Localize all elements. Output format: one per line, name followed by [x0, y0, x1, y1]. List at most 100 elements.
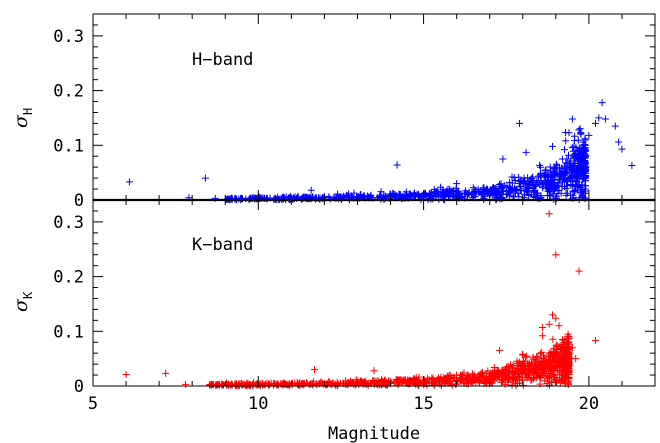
data-point — [342, 377, 350, 385]
data-point — [559, 343, 567, 351]
data-point — [519, 381, 527, 389]
x-tick-label: 10 — [248, 394, 268, 414]
data-point — [392, 192, 400, 200]
data-point — [551, 169, 559, 177]
data-point — [546, 188, 554, 196]
data-point — [449, 192, 457, 200]
data-point — [476, 188, 484, 196]
data-point — [553, 342, 561, 350]
data-point — [565, 151, 572, 159]
data-point — [549, 352, 557, 360]
data-point — [342, 191, 350, 199]
data-point — [402, 378, 410, 386]
data-point — [446, 371, 454, 379]
data-point — [581, 136, 589, 144]
data-point — [557, 189, 565, 197]
data-point — [555, 171, 563, 179]
data-point — [533, 368, 541, 376]
data-point — [435, 377, 443, 385]
data-point — [555, 322, 563, 330]
data-point — [550, 371, 558, 379]
data-point — [580, 160, 588, 168]
data-point — [552, 251, 560, 259]
data-point — [534, 195, 542, 203]
data-point — [564, 345, 572, 353]
data-point — [537, 172, 544, 180]
data-point — [562, 352, 570, 360]
data-point — [508, 370, 516, 377]
data-point — [516, 358, 524, 366]
data-point — [334, 381, 342, 389]
data-point — [581, 154, 589, 162]
data-point — [539, 324, 547, 331]
data-point — [558, 358, 566, 366]
data-point — [471, 186, 479, 194]
data-point — [570, 155, 578, 163]
x-tick-label: 5 — [88, 394, 98, 414]
data-point — [412, 381, 420, 389]
data-point — [582, 177, 589, 185]
data-point — [574, 175, 582, 183]
data-point — [576, 125, 584, 133]
data-point — [414, 192, 422, 200]
axes-layer: 00.10.20.300.10.20.35 10 15 20 — [53, 13, 656, 414]
data-point — [531, 358, 539, 366]
k-band-label: K−band — [192, 235, 253, 255]
data-point — [562, 168, 570, 176]
data-point — [611, 122, 619, 130]
data-point — [445, 190, 453, 198]
data-point — [568, 115, 576, 123]
data-point — [509, 361, 517, 369]
data-point — [498, 368, 506, 376]
data-point — [443, 376, 451, 384]
data-point — [536, 380, 544, 388]
data-point — [317, 378, 325, 386]
data-point — [535, 357, 543, 365]
data-point — [479, 184, 487, 192]
data-point — [562, 137, 570, 145]
data-point — [518, 369, 526, 377]
data-point — [569, 165, 577, 173]
data-point — [530, 188, 538, 196]
data-point — [519, 366, 527, 374]
data-point — [539, 332, 547, 340]
data-point — [598, 99, 606, 107]
data-point — [563, 367, 570, 375]
data-point — [529, 173, 537, 181]
data-point — [347, 379, 355, 387]
data-point — [322, 381, 330, 389]
data-point — [201, 174, 209, 182]
data-point — [572, 355, 580, 363]
data-point — [494, 190, 501, 198]
x-tick-label: 15 — [413, 394, 433, 414]
data-point — [503, 363, 511, 371]
data-point — [498, 183, 506, 191]
data-point — [528, 360, 535, 368]
data-point — [410, 192, 418, 200]
data-point — [487, 187, 495, 195]
data-point — [569, 187, 577, 195]
data-point — [548, 181, 556, 189]
data-point — [568, 344, 576, 352]
data-point — [499, 377, 506, 385]
y-tick-label: 0.3 — [53, 27, 84, 47]
y-tick-label: 0.1 — [53, 322, 84, 342]
data-point — [564, 330, 572, 338]
data-point — [529, 353, 537, 361]
data-point — [453, 180, 461, 188]
data-point — [462, 189, 470, 197]
data-point — [122, 371, 130, 378]
data-point — [453, 190, 461, 198]
data-point — [536, 181, 544, 189]
data-point — [547, 167, 554, 175]
data-point — [567, 191, 575, 199]
data-point — [457, 378, 465, 385]
data-point — [545, 365, 553, 372]
data-point — [436, 375, 444, 383]
data-point — [520, 174, 528, 182]
data-point — [561, 361, 569, 369]
data-point — [550, 186, 558, 194]
data-point — [539, 184, 547, 192]
data-point — [581, 182, 589, 190]
data-point — [540, 362, 548, 370]
